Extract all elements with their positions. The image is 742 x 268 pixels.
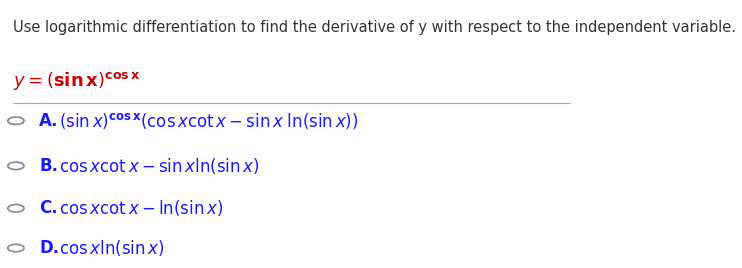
- Text: $\cos x\ln(\sin x)$: $\cos x\ln(\sin x)$: [59, 238, 165, 258]
- Text: $(\sin x)^{\mathbf{cos\,x}}(\cos x\cot x - \sin x\;\ln(\sin x))$: $(\sin x)^{\mathbf{cos\,x}}(\cos x\cot x…: [59, 111, 359, 131]
- Text: Use logarithmic differentiation to find the derivative of y with respect to the : Use logarithmic differentiation to find …: [13, 20, 736, 35]
- Text: B.: B.: [39, 157, 58, 175]
- Text: D.: D.: [39, 239, 59, 257]
- Text: A.: A.: [39, 112, 59, 130]
- Text: C.: C.: [39, 199, 58, 217]
- Text: $\cos x\cot x - \ln(\sin x)$: $\cos x\cot x - \ln(\sin x)$: [59, 198, 224, 218]
- Text: $y = (\mathbf{sin\,x})^{\mathbf{cos\,x}}$: $y = (\mathbf{sin\,x})^{\mathbf{cos\,x}}…: [13, 70, 140, 92]
- Text: $\cos x\cot x - \sin x\ln(\sin x)$: $\cos x\cot x - \sin x\ln(\sin x)$: [59, 156, 260, 176]
